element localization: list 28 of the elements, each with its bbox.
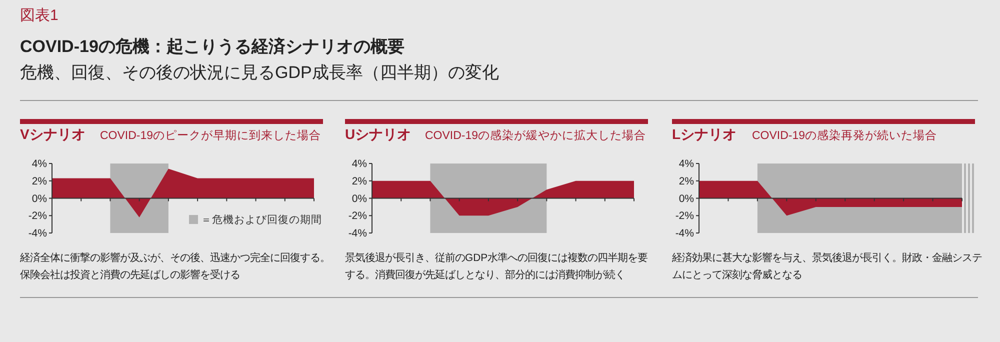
y-tick-label: 0% xyxy=(32,192,47,205)
chart-subtitle: COVID-19のピークが早期に到来した場合 xyxy=(100,128,322,143)
chart-title: Uシナリオ xyxy=(345,126,412,144)
text: 経済全体に衝撃の影響が及ぶが、その後、迅速かつ完全に回復する。保険会社は投資と消費の先延ばしの影響を受ける xyxy=(20,251,330,283)
annotation: ＝危機および回復の期間 xyxy=(201,213,322,227)
text: 図表1 xyxy=(20,6,58,25)
chart-title: Lシナリオ xyxy=(672,126,737,144)
chart-subtitle: COVID-19の感染が緩やかに拡大した場合 xyxy=(425,128,646,143)
chart-title: Vシナリオ xyxy=(20,126,86,144)
text: 景気後退が長引き、従前のGDP水準への回復には複数の四半期を要する。消費回復が先延ばしとなり、部分的には消費抑制が続く xyxy=(345,251,649,283)
text: COVID-19の危機：起こりうる経済シナリオの概要 xyxy=(20,36,404,58)
y-tick-label: 4% xyxy=(32,158,47,170)
chart-subtitle: COVID-19の感染再発が続いた場合 xyxy=(752,128,938,143)
y-tick-label: -4% xyxy=(28,228,47,240)
text: 危機、回復、その後の状況に見るGDP成長率（四半期）の変化 xyxy=(20,62,499,84)
y-tick-label: 2% xyxy=(678,175,694,188)
y-tick-label: 4% xyxy=(678,158,694,170)
text: 経済効果に甚大な影響を与え、景気後退が長引く。財政・金融システムにとって深刻な脅威となる xyxy=(672,251,982,283)
y-tick-label: -2% xyxy=(348,210,367,222)
y-tick-label: -2% xyxy=(28,210,47,222)
y-tick-label: 2% xyxy=(32,175,47,188)
y-tick-label: -4% xyxy=(675,228,694,240)
y-tick-label: 0% xyxy=(678,192,694,205)
y-tick-label: 2% xyxy=(352,175,367,188)
y-tick-label: 4% xyxy=(352,158,367,170)
y-tick-label: -2% xyxy=(675,210,694,222)
y-tick-label: 0% xyxy=(352,192,367,205)
y-tick-label: -4% xyxy=(348,228,367,240)
